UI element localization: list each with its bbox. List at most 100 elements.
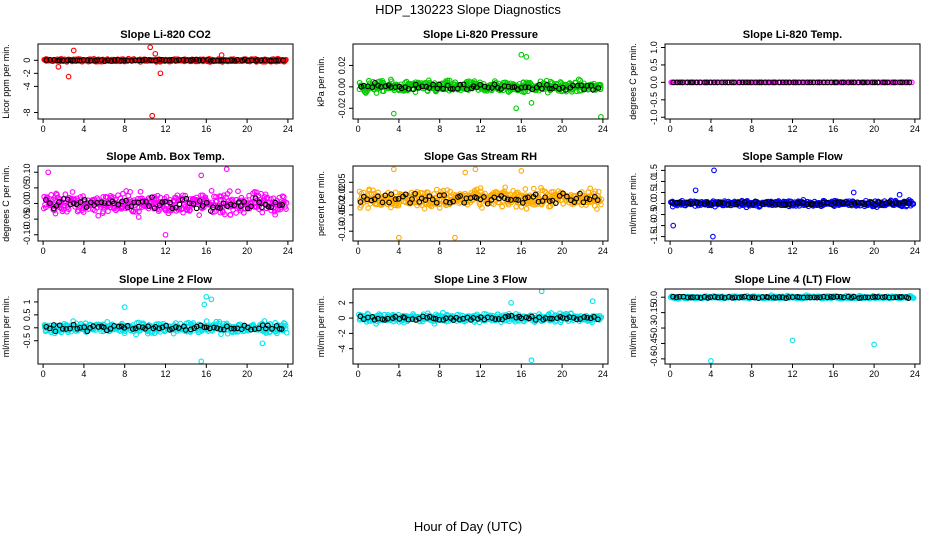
x-tick-label: 20 — [869, 369, 879, 379]
mean-point — [501, 195, 508, 201]
mean-point — [505, 83, 512, 90]
y-tick-label: -0.05 — [337, 205, 347, 226]
mean-point — [869, 79, 876, 86]
data-point — [842, 79, 849, 86]
mean-point — [190, 201, 197, 207]
mean-point — [539, 198, 546, 204]
data-point — [283, 56, 289, 63]
mean-point — [820, 199, 827, 206]
plot-frame — [352, 288, 609, 365]
mean-point — [835, 200, 841, 206]
mean-point — [741, 199, 748, 205]
panel-points — [41, 44, 289, 119]
data-point — [513, 203, 520, 210]
mean-point — [440, 85, 446, 92]
mean-point — [562, 87, 569, 93]
mean-point — [187, 326, 194, 333]
data-point — [187, 329, 194, 335]
outlier-point — [152, 50, 159, 57]
panel-8: Slope Line 3 Flow ml/min per min. 0 4 8 12 16 2… — [316, 274, 609, 379]
mean-point — [162, 57, 169, 64]
mean-point — [542, 194, 548, 201]
mean-point — [495, 316, 502, 322]
mean-point — [405, 316, 412, 323]
x-tick-label: 24 — [283, 124, 293, 134]
mean-point — [578, 82, 585, 89]
mean-point — [704, 200, 711, 206]
mean-point — [726, 294, 732, 300]
y-tick-label: -0.3 — [649, 320, 659, 336]
x-tick-label: 12 — [475, 369, 485, 379]
mean-point — [492, 316, 499, 322]
mean-point — [855, 79, 862, 86]
mean-point — [838, 200, 845, 206]
mean-point — [573, 195, 580, 202]
mean-point — [231, 202, 237, 209]
x-tick-label: 4 — [81, 369, 86, 379]
x-tick-label: 4 — [396, 124, 401, 134]
mean-point — [845, 79, 852, 86]
mean-point — [701, 294, 708, 300]
mean-point — [227, 201, 234, 208]
outlier-point — [692, 187, 699, 194]
mean-point — [693, 199, 700, 206]
panel-4: Slope Amb. Box Temp. degrees C per min. 0 4… — [1, 151, 294, 256]
x-tick-label: 24 — [598, 246, 608, 256]
mean-point — [231, 58, 238, 64]
x-tick-label: 0 — [356, 369, 361, 379]
outlier-point — [208, 296, 215, 303]
mean-point — [81, 324, 88, 330]
mean-point — [199, 57, 206, 64]
data-point — [48, 191, 55, 198]
data-point — [908, 79, 915, 86]
mean-point — [80, 57, 87, 63]
data-point — [365, 205, 371, 211]
panel-ylabel: ml/min per min. — [1, 296, 11, 358]
mean-point — [879, 294, 886, 301]
data-point — [127, 189, 133, 195]
mean-point — [804, 294, 811, 301]
data-point — [136, 204, 142, 211]
x-tick-label: 16 — [516, 246, 526, 256]
mean-point — [786, 79, 793, 86]
outlier-point — [259, 340, 266, 347]
y-tick-label: -4 — [337, 345, 347, 353]
mean-point — [495, 85, 501, 91]
mean-point — [237, 203, 244, 209]
outlier-point — [70, 47, 77, 54]
data-point — [65, 206, 72, 213]
mean-point — [725, 201, 732, 208]
mean-point — [796, 200, 803, 207]
mean-point — [241, 198, 248, 205]
mean-point — [43, 57, 50, 63]
mean-point — [711, 294, 718, 300]
x-tick-label: 24 — [283, 369, 293, 379]
x-tick-label: 8 — [437, 369, 442, 379]
panel-title: Slope Line 2 Flow — [119, 274, 212, 286]
mean-point — [718, 294, 725, 300]
mean-point — [238, 326, 245, 333]
panel-title: Slope Li-820 Temp. — [743, 29, 842, 41]
mean-point — [278, 326, 285, 332]
data-point — [132, 209, 139, 215]
outlier-point — [896, 191, 903, 198]
panel-points — [668, 167, 917, 240]
mean-point — [505, 313, 512, 319]
data-point — [587, 199, 594, 205]
mean-point — [176, 201, 183, 208]
data-point — [137, 188, 144, 195]
mean-point — [447, 86, 454, 92]
data-point — [259, 209, 266, 216]
mean-point — [412, 81, 419, 88]
mean-point — [800, 294, 807, 301]
x-tick-label: 16 — [201, 124, 211, 134]
data-point — [479, 205, 485, 211]
mean-point — [560, 190, 566, 197]
mean-point — [95, 324, 102, 330]
y-tick-label: -0.45 — [649, 333, 659, 354]
mean-point — [248, 326, 254, 333]
data-point — [446, 77, 453, 84]
mean-point — [203, 324, 210, 331]
mean-point — [426, 193, 433, 200]
